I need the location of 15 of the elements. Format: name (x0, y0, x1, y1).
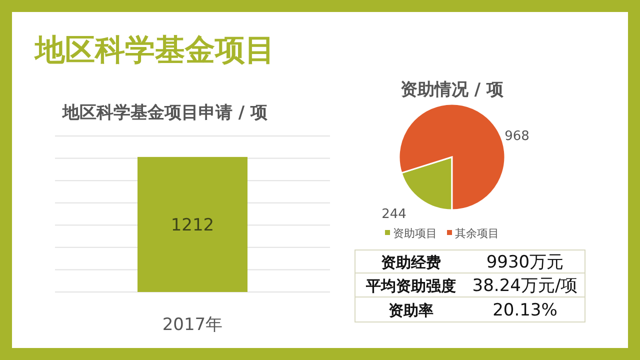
text: 平均资助强度 (365, 277, 456, 295)
chart-title: 资助情况 / 项 (400, 80, 505, 100)
data-label: 244 (382, 207, 406, 222)
chart-title: 地区科学基金项目 (33, 33, 275, 68)
legend-label: 资助项目 (393, 227, 437, 240)
data-label: 1212 (170, 215, 214, 236)
legend-label: 其余项目 (455, 227, 499, 240)
text: 资助率 (388, 302, 434, 320)
text: 20.13% (492, 300, 558, 320)
text: 资助经费 (381, 254, 441, 272)
chart-subtitle: 地区科学基金项目申请 / 项 (61, 103, 269, 123)
data-label: 968 (504, 129, 530, 144)
text: 38.24万元/项 (472, 276, 578, 296)
text: 9930万元 (486, 252, 564, 272)
x-tick-label: 2017年 (162, 315, 223, 335)
